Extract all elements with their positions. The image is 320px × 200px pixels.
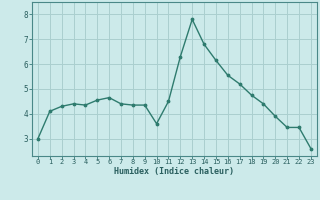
X-axis label: Humidex (Indice chaleur): Humidex (Indice chaleur) [115,167,234,176]
